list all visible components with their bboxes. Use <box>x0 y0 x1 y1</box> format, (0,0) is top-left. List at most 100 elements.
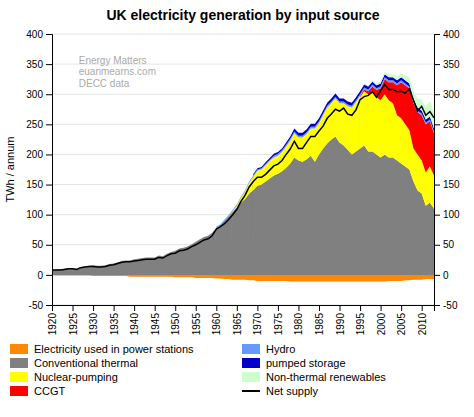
legend-label: Nuclear-pumping <box>34 371 118 383</box>
title: UK electricity generation by input sourc… <box>106 7 379 23</box>
legend-label: Hydro <box>266 343 295 355</box>
tick-mark <box>114 305 115 311</box>
tick-mark <box>422 305 423 311</box>
legend-label: Conventional thermal <box>34 357 138 369</box>
tick: -50 <box>434 300 458 311</box>
tick-mark <box>93 305 94 311</box>
tick: 1960 <box>211 305 222 335</box>
tick-mark <box>434 154 440 155</box>
tick: 1930 <box>88 305 99 335</box>
tick-mark <box>46 215 52 216</box>
tick-label: 1950 <box>170 313 181 336</box>
tick-label: 400 <box>443 29 460 40</box>
tick: 100 <box>434 209 460 220</box>
tick-mark <box>434 64 440 65</box>
tick-label: 200 <box>443 149 460 160</box>
tick-mark <box>46 124 52 125</box>
tick: 250 <box>434 119 460 130</box>
tick-label: 150 <box>443 179 460 190</box>
tick-label: 350 <box>443 59 460 70</box>
tick: 1935 <box>109 305 120 335</box>
tick: 250 <box>26 119 52 130</box>
axis-line <box>46 35 53 306</box>
area <box>52 79 434 275</box>
tick: 2010 <box>417 305 428 335</box>
tick-mark <box>73 305 74 311</box>
tick: 350 <box>434 59 460 70</box>
tick-label: 250 <box>443 119 460 130</box>
tick: 1940 <box>129 305 140 335</box>
legend-swatch <box>242 372 260 382</box>
legend-swatch <box>242 358 260 368</box>
tick-mark <box>46 64 52 65</box>
tick: 200 <box>26 149 52 160</box>
legend-label: pumped storage <box>266 357 346 369</box>
legend-swatch <box>242 390 260 392</box>
annotation: Energy Matterseuanmearns.comDECC data <box>79 55 156 89</box>
legend-label: Net supply <box>266 385 318 397</box>
tick: 1955 <box>191 305 202 335</box>
tick-mark <box>237 305 238 311</box>
tick: 300 <box>434 89 460 100</box>
tick: 350 <box>26 59 52 70</box>
tick: 1920 <box>47 305 58 335</box>
legend-item: Non-thermal renewables <box>242 371 386 383</box>
tick: 1995 <box>355 305 366 335</box>
tick-label: 1955 <box>191 313 202 336</box>
tick: 1990 <box>335 305 346 335</box>
tick-mark <box>434 94 440 95</box>
tick: 2005 <box>396 305 407 335</box>
area <box>52 72 434 275</box>
tick-mark <box>196 305 197 311</box>
tick-mark <box>46 245 52 246</box>
tick-label: 100 <box>443 209 460 220</box>
tick: 300 <box>26 89 52 100</box>
tick-mark <box>434 245 440 246</box>
tick-label: 1945 <box>150 313 161 336</box>
tick-label: 50 <box>32 239 44 250</box>
legend-item: pumped storage <box>242 357 346 369</box>
tick-label: 2010 <box>417 313 428 336</box>
area <box>52 74 434 275</box>
area <box>52 91 434 275</box>
grid <box>52 34 434 305</box>
tick-mark <box>46 275 52 276</box>
tick-mark <box>434 185 440 186</box>
tick-label: 1995 <box>355 313 366 336</box>
legend-item: Electricity used in power stations <box>10 343 194 355</box>
area <box>52 77 434 275</box>
tick-mark <box>278 305 279 311</box>
tick-label: 1960 <box>211 313 222 336</box>
tick-mark <box>46 185 52 186</box>
tick: 200 <box>434 149 460 160</box>
legend-item: Hydro <box>242 343 295 355</box>
tick-mark <box>46 34 52 35</box>
legend-item: CCGT <box>10 385 65 397</box>
tick: 50 <box>434 239 455 250</box>
tick-mark <box>298 305 299 311</box>
tick: 150 <box>26 179 52 190</box>
tick-label: 1935 <box>109 313 120 336</box>
tick-label: 1980 <box>293 313 304 336</box>
tick-mark <box>434 124 440 125</box>
line <box>52 85 434 270</box>
tick: 0 <box>37 270 52 281</box>
tick-label: 350 <box>26 59 43 70</box>
tick-mark <box>155 305 156 311</box>
legend-swatch <box>242 344 260 354</box>
tick-label: 250 <box>26 119 43 130</box>
tick-label: 0 <box>37 270 43 281</box>
tick-mark <box>381 305 382 311</box>
legend-swatch <box>10 358 28 368</box>
tick-label: 400 <box>26 29 43 40</box>
tick-mark <box>46 305 52 306</box>
tick: -50 <box>29 300 52 311</box>
legend: Electricity used in power stations Conven… <box>10 343 386 397</box>
tick-mark <box>434 305 440 306</box>
tick-label: 1990 <box>335 313 346 336</box>
tick-label: 2000 <box>376 313 387 336</box>
legend-swatch <box>10 386 28 396</box>
tick-mark <box>319 305 320 311</box>
tick-label: 1970 <box>252 313 263 336</box>
tick-mark <box>434 34 440 35</box>
